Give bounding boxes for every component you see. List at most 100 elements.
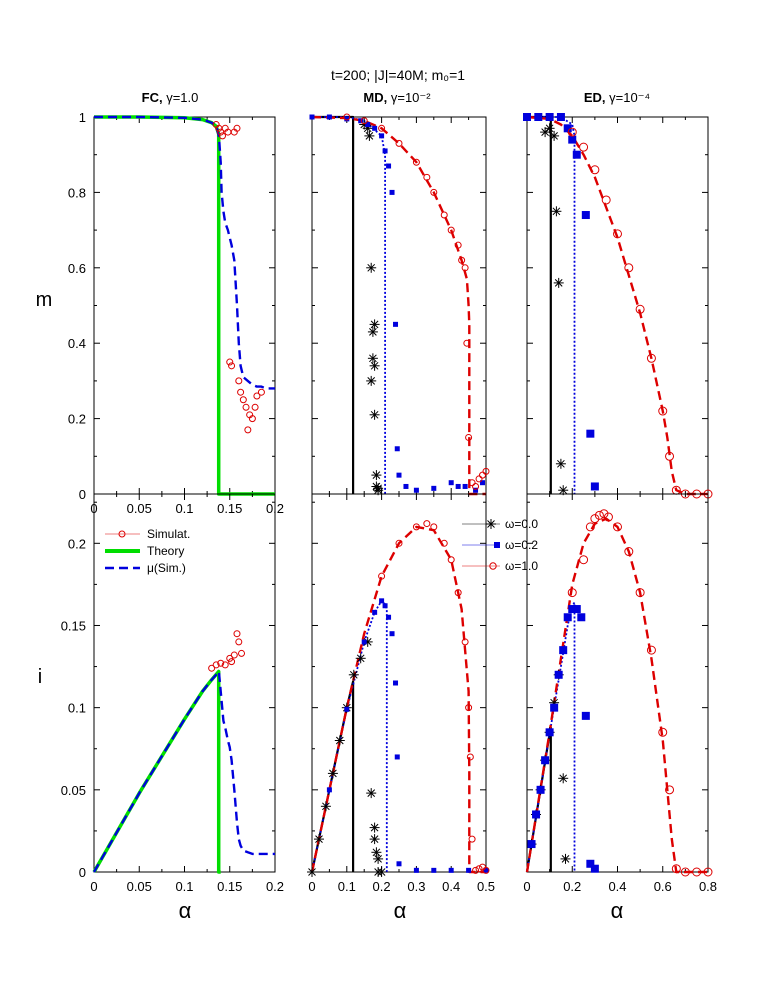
series-4-3-point [348, 669, 359, 680]
x-tick-label: 0.1 [175, 879, 193, 894]
series-5-5-point [680, 867, 690, 877]
star-stroke [561, 855, 570, 863]
x-tick-label: 0 [308, 879, 315, 894]
y-tick-label: 0.4 [68, 336, 86, 351]
series-5-5-point [703, 867, 713, 877]
series-5-4-point [541, 756, 550, 765]
series-4-4-point [483, 867, 489, 873]
series-5-4-point [550, 703, 559, 712]
series-1-4-point [372, 125, 378, 131]
series-3-2-point [228, 658, 236, 666]
series-5-3-point [558, 773, 569, 784]
star-stroke [329, 769, 337, 778]
star-stroke [369, 354, 377, 363]
row-label-i: i [38, 666, 42, 688]
x-axis-label-md: α [394, 898, 407, 923]
star-stroke [370, 320, 379, 329]
series-5-4-point [568, 605, 577, 614]
panel-1 [309, 113, 490, 496]
legend-omega: ω=0.0 ω=0.2 ω=1.0 [462, 517, 538, 573]
series-5-4-point [545, 728, 554, 737]
series-4-4-point [389, 631, 395, 637]
series-5-4-point [563, 613, 572, 622]
series-2-5-point [613, 229, 622, 239]
series-1-4-point [379, 133, 385, 139]
series-0-2-point [248, 415, 256, 423]
series-5-4-point [527, 840, 536, 849]
star-stroke [335, 736, 344, 745]
y-tick-label: 1 [79, 110, 86, 125]
panel-frame-4 [311, 493, 487, 873]
series-4-4-point [382, 603, 388, 609]
x-tick-label: 0.2 [373, 879, 391, 894]
series-4-4-point [344, 706, 350, 712]
legend-omega1-marker [489, 562, 497, 570]
x-tick-label: 0.5 [477, 879, 495, 894]
plot-layer: 0 0.05 0.1 0.15 0.2 0 0.2 0.4 0.6 0.8 1 0 0.05 0.1 0.1… [61, 110, 717, 894]
series-1-4-point [326, 114, 332, 120]
series-4-5-point [412, 523, 420, 531]
series-1-4-point [382, 148, 388, 154]
x-tick-label: 0.15 [217, 501, 242, 516]
series-5-5-point [603, 512, 613, 522]
series-1-5-point [468, 479, 476, 487]
panel-title-md: MD, γ=10⁻² [363, 90, 431, 105]
series-4-4-point [386, 614, 392, 620]
series-1-5-point [454, 241, 462, 249]
series-4-3-point [366, 788, 377, 799]
series-4-5-point [447, 556, 455, 564]
legend-omega1-label: ω=1.0 [505, 559, 538, 573]
series-1-3-point [369, 319, 380, 330]
series-2-5-point [658, 406, 668, 416]
panel-title-md-bold: MD, [363, 90, 387, 105]
series-5-5-point [624, 547, 634, 557]
legend-theory-label: Theory [147, 544, 184, 558]
series-5-2-line [525, 517, 708, 874]
series-5-5-point [671, 864, 681, 874]
series-2-4-point [581, 211, 590, 220]
series-5-5-point [635, 588, 645, 598]
star-stroke [370, 835, 379, 843]
x-tick-label: 0 [90, 879, 97, 894]
panel-title-ed-rest: γ=10⁻⁴ [606, 90, 651, 105]
series-3-2-point [235, 638, 243, 646]
series-2-4-point [545, 113, 554, 121]
series-0-2-point [251, 403, 259, 411]
series-1-5-point [360, 117, 368, 125]
series-1-1-line [312, 116, 387, 494]
star-stroke [315, 835, 323, 843]
series-5-4-point [572, 605, 581, 614]
series-4-4-point [396, 861, 402, 867]
series-0-2-point [244, 426, 252, 434]
legend-omega0-label: ω=0.0 [505, 517, 538, 531]
series-4-5-point [440, 539, 448, 547]
series-4-5-point [468, 835, 476, 843]
series-0-2-point [235, 377, 243, 385]
series-0-2-point [226, 358, 234, 366]
star-stroke [367, 263, 376, 272]
series-4-5-point [423, 520, 431, 528]
y-tick-label: 0.8 [68, 185, 86, 200]
series-2-3-point [544, 123, 555, 134]
series-4-4-point [361, 639, 367, 645]
series-1-4-point [431, 485, 437, 491]
series-4-5-point [482, 866, 490, 874]
legend-simulat-marker [118, 530, 126, 538]
star-stroke [559, 486, 568, 495]
panel-frame-5 [526, 493, 709, 873]
figure-suptitle: t=200; |J|=40M; m₀=1 [331, 67, 465, 83]
star-stroke [374, 486, 382, 495]
star-stroke [308, 868, 316, 876]
series-4-4-point [379, 598, 385, 604]
star-stroke [550, 132, 558, 140]
series-4-5-point [465, 704, 473, 712]
series-0-2-point [257, 388, 265, 396]
series-1-5-point [430, 188, 438, 196]
star-stroke [372, 848, 381, 857]
series-0-2-point [228, 362, 236, 370]
series-1-4-point [365, 122, 371, 128]
series-1-5-point [472, 482, 480, 490]
series-5-5-point [613, 522, 622, 532]
series-2-3-point [549, 130, 560, 141]
x-tick-label: 0.4 [442, 879, 460, 894]
